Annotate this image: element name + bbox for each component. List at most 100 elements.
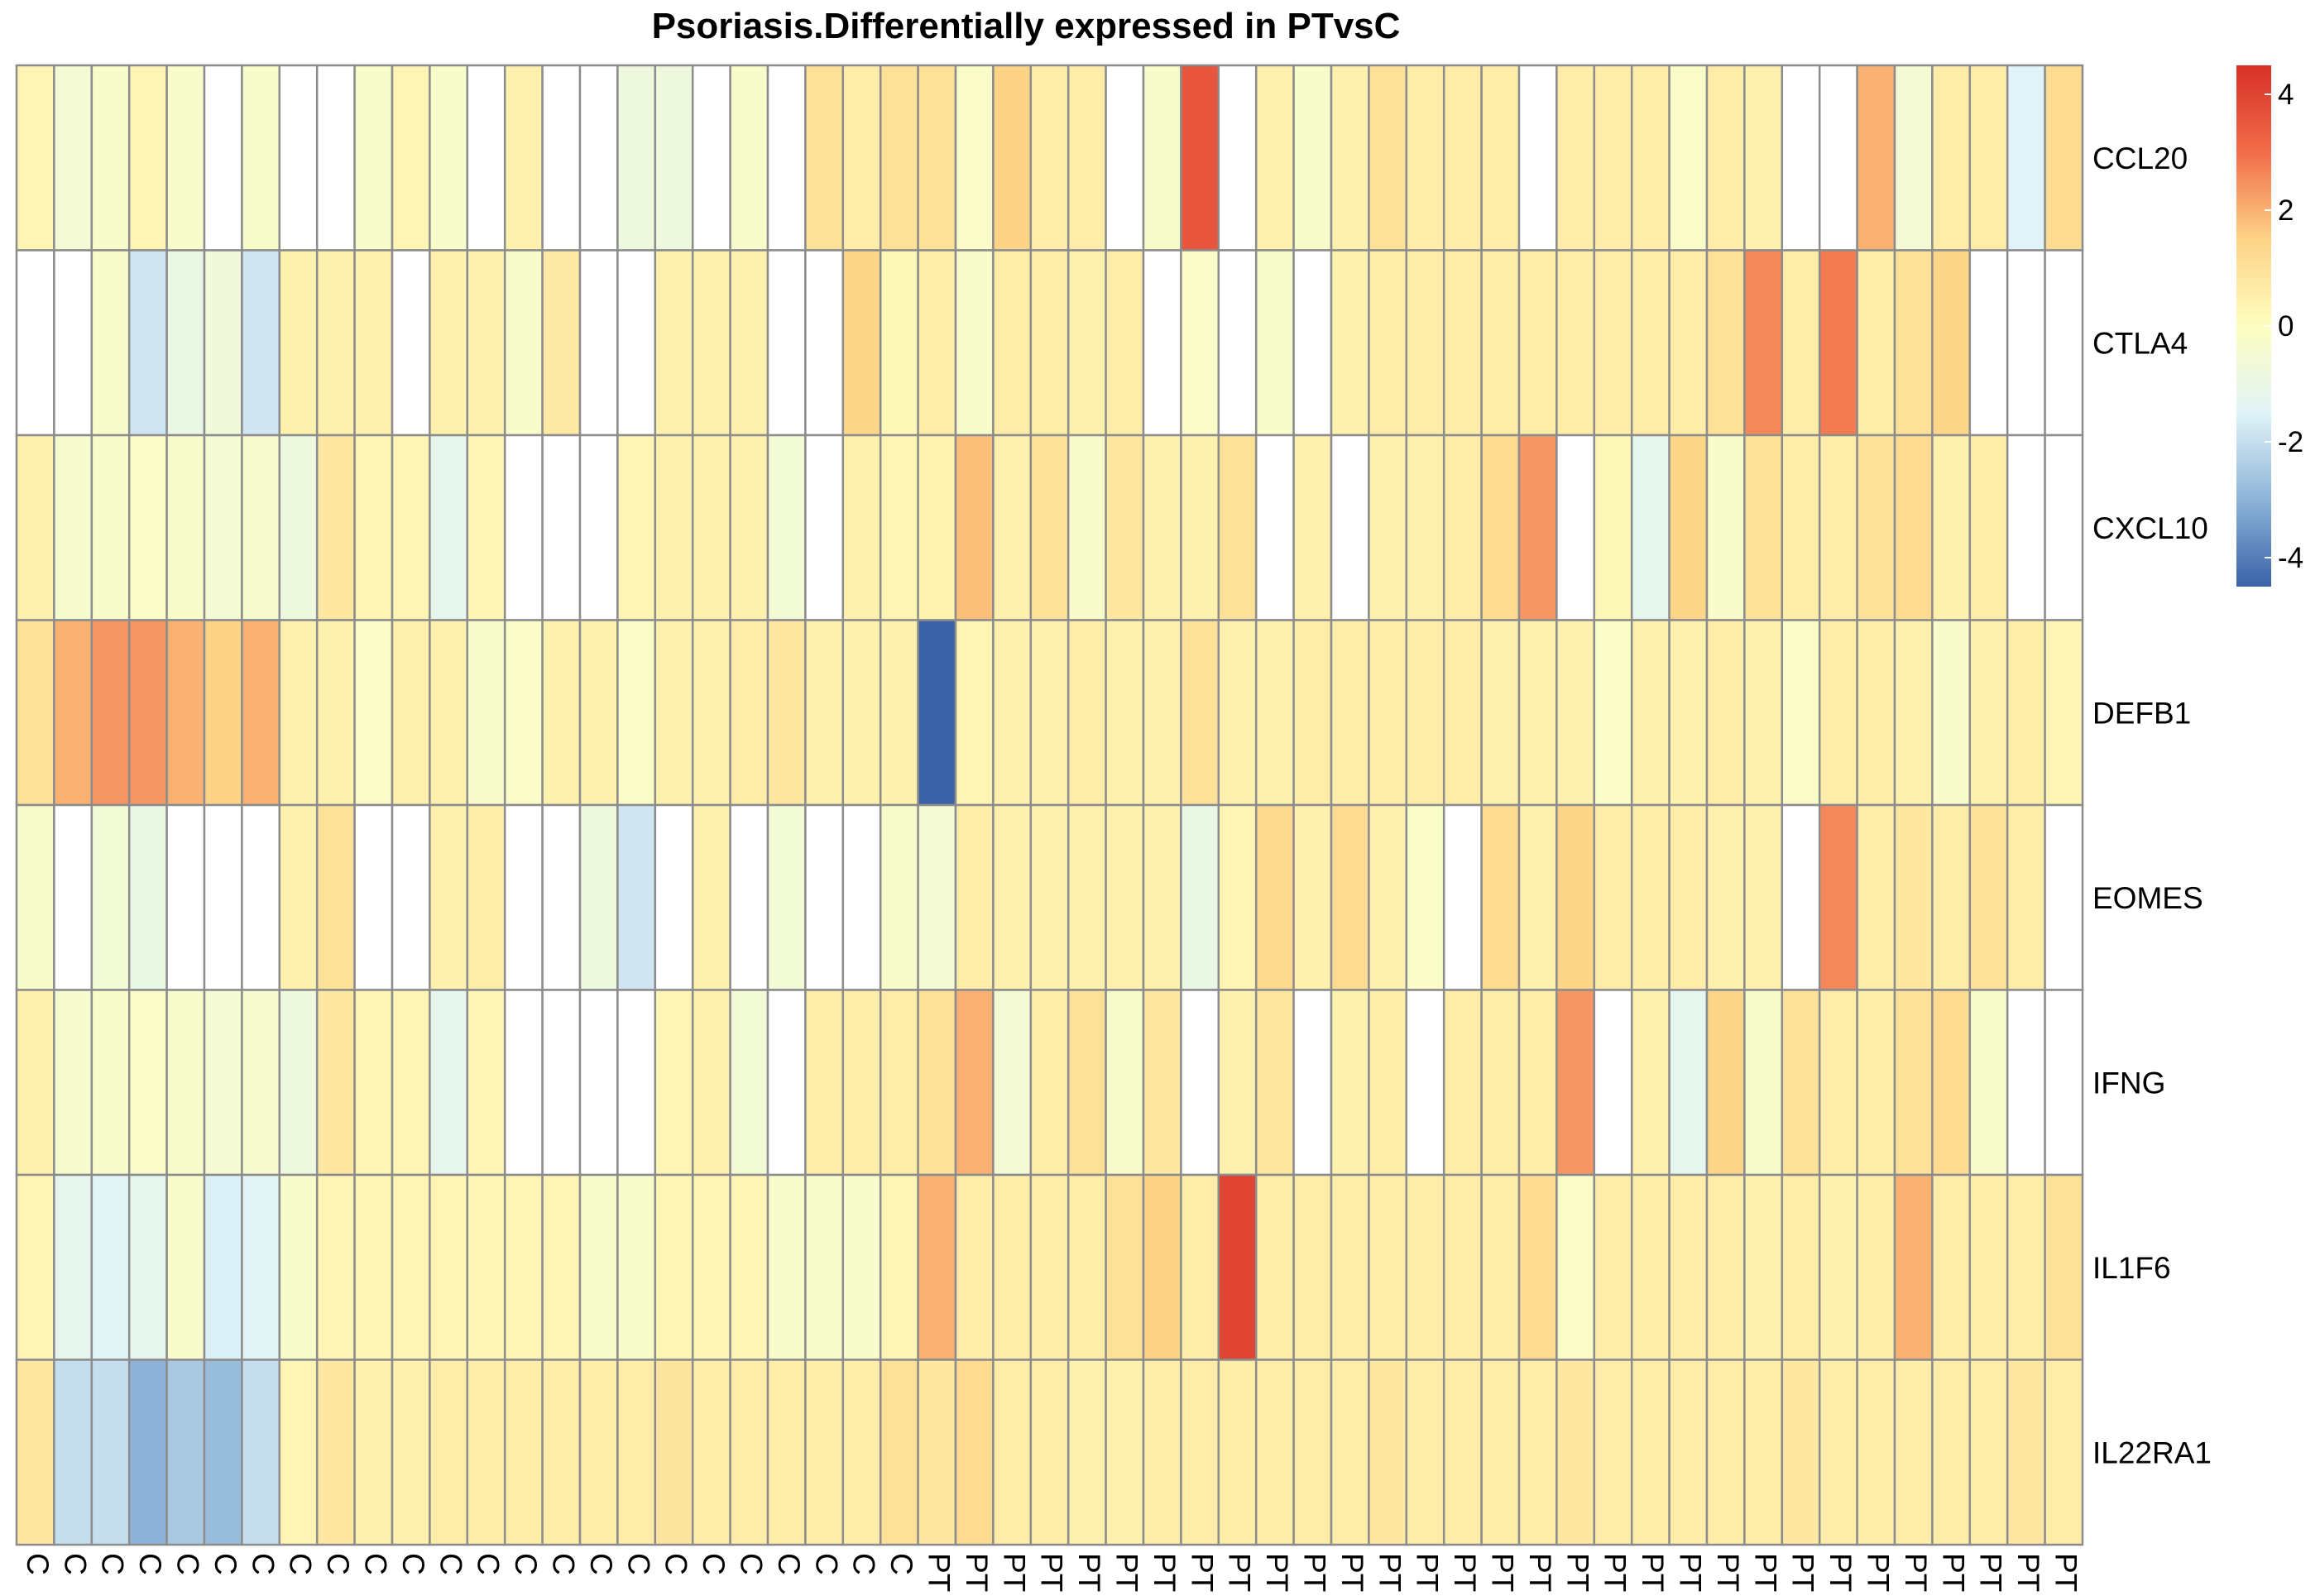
column-label-15: C <box>584 1553 618 1575</box>
heatmap-cell-CXCL10-29 <box>1105 434 1145 621</box>
column-label-50: PT <box>1899 1553 1933 1592</box>
heatmap-cell-CCL20-48 <box>1818 64 1858 252</box>
heatmap-cell-CCL20-37 <box>1405 64 1445 252</box>
heatmap-cell-CXCL10-1 <box>53 434 93 621</box>
heatmap-cell-CXCL10-24 <box>917 434 957 621</box>
row-labels: CCL20 CTLA4 CXCL10 DEFB1 EOMES IFNG IL1F6 IL22R… <box>2092 141 2212 1470</box>
heatmap-cell-IL1F6-48 <box>1818 1173 1858 1361</box>
heatmap-cell-IFNG-35 <box>1330 989 1370 1177</box>
heatmap-cell-CTLA4-31 <box>1180 249 1220 437</box>
heatmap-cell-EOMES-30 <box>1142 803 1182 991</box>
heatmap-cell-CCL20-52 <box>1968 64 2009 252</box>
heatmap-cell-IL1F6-19 <box>729 1173 769 1361</box>
heatmap-cell-IL22RA1-45 <box>1705 1359 1746 1546</box>
heatmap-cell-CTLA4-9 <box>353 249 394 437</box>
column-labels: C C C C C C C C C C C C C C C C C C C C C C C C PT PT PT PT PT PT PT PT… <box>21 1553 2083 1592</box>
column-label-8: C <box>321 1553 355 1575</box>
heatmap-cell-DEFB1-28 <box>1067 619 1107 807</box>
heatmap-cell-CCL20-21 <box>804 64 845 252</box>
heatmap-cell-CCL20-43 <box>1630 64 1670 252</box>
column-label-49: PT <box>1862 1553 1896 1592</box>
heatmap-cell-CXCL10-18 <box>691 434 731 621</box>
heatmap-cell-IL1F6-50 <box>1893 1173 1934 1361</box>
column-label-20: C <box>772 1553 806 1575</box>
heatmap-cell-CTLA4-53 <box>2006 249 2046 437</box>
heatmap-cell-IL22RA1-14 <box>541 1359 582 1546</box>
heatmap-cell-CTLA4-49 <box>1856 249 1896 437</box>
heatmap-cell-CXCL10-17 <box>654 434 694 621</box>
heatmap-cell-IFNG-41 <box>1555 989 1596 1177</box>
heatmap-cell-DEFB1-37 <box>1405 619 1445 807</box>
heatmap-cell-IFNG-34 <box>1292 989 1333 1177</box>
heatmap-cell-CXCL10-12 <box>466 434 506 621</box>
heatmap-cell-EOMES-29 <box>1105 803 1145 991</box>
heatmap-cell-IL1F6-47 <box>1781 1173 1821 1361</box>
heatmap-cell-IFNG-49 <box>1856 989 1896 1177</box>
heatmap-cell-DEFB1-26 <box>992 619 1033 807</box>
heatmap-cell-CTLA4-40 <box>1517 249 1558 437</box>
legend-tick-label-0: 4 <box>2278 79 2294 111</box>
heatmap-cell-IL22RA1-23 <box>879 1359 919 1546</box>
heatmap-cell-EOMES-54 <box>2044 803 2084 991</box>
heatmap-cell-CCL20-6 <box>241 64 281 252</box>
heatmap-cell-CTLA4-32 <box>1217 249 1258 437</box>
heatmap-cell-DEFB1-13 <box>503 619 544 807</box>
heatmap-cell-CXCL10-8 <box>315 434 356 621</box>
heatmap-cell-CTLA4-0 <box>15 249 55 437</box>
heatmap-cell-EOMES-39 <box>1480 803 1521 991</box>
heatmap-cell-CXCL10-15 <box>578 434 619 621</box>
heatmap-cell-IFNG-9 <box>353 989 394 1177</box>
heatmap-cell-IL1F6-13 <box>503 1173 544 1361</box>
heatmap-cell-CXCL10-49 <box>1856 434 1896 621</box>
heatmap-cell-IL1F6-49 <box>1856 1173 1896 1361</box>
heatmap-cell-IL1F6-12 <box>466 1173 506 1361</box>
heatmap-cell-CTLA4-6 <box>241 249 281 437</box>
heatmap-cell-CXCL10-22 <box>841 434 882 621</box>
heatmap-cell-IL22RA1-17 <box>654 1359 694 1546</box>
heatmap-cell-IL1F6-24 <box>917 1173 957 1361</box>
heatmap-cell-CTLA4-28 <box>1067 249 1107 437</box>
heatmap-cell-CXCL10-6 <box>241 434 281 621</box>
heatmap-cell-IL1F6-16 <box>616 1173 657 1361</box>
column-label-46: PT <box>1748 1553 1782 1592</box>
column-label-19: C <box>735 1553 769 1575</box>
heatmap-cell-IFNG-23 <box>879 989 919 1177</box>
heatmap-cell-EOMES-22 <box>841 803 882 991</box>
heatmap-cell-IL22RA1-33 <box>1254 1359 1295 1546</box>
heatmap-cell-IL1F6-53 <box>2006 1173 2046 1361</box>
heatmap-cell-IL22RA1-54 <box>2044 1359 2084 1546</box>
heatmap-cell-CXCL10-32 <box>1217 434 1258 621</box>
heatmap-cell-IL1F6-51 <box>1931 1173 1972 1361</box>
column-label-44: PT <box>1674 1553 1708 1592</box>
heatmap-cell-CCL20-12 <box>466 64 506 252</box>
heatmap-cell-DEFB1-27 <box>1029 619 1070 807</box>
column-label-27: PT <box>1035 1553 1069 1592</box>
heatmap-cell-DEFB1-43 <box>1630 619 1670 807</box>
heatmap-cell-CXCL10-44 <box>1668 434 1709 621</box>
heatmap-cell-EOMES-31 <box>1180 803 1220 991</box>
column-label-38: PT <box>1448 1553 1482 1592</box>
heatmap-cell-IL1F6-21 <box>804 1173 845 1361</box>
heatmap-cell-IL22RA1-43 <box>1630 1359 1670 1546</box>
heatmap-cell-IL1F6-29 <box>1105 1173 1145 1361</box>
heatmap-cell-IL1F6-35 <box>1330 1173 1370 1361</box>
heatmap-cell-DEFB1-23 <box>879 619 919 807</box>
heatmap-cell-IL1F6-26 <box>992 1173 1033 1361</box>
heatmap-cell-EOMES-15 <box>578 803 619 991</box>
heatmap-cell-CCL20-47 <box>1781 64 1821 252</box>
heatmap-cell-CCL20-42 <box>1593 64 1633 252</box>
heatmap-cell-DEFB1-45 <box>1705 619 1746 807</box>
heatmap-cell-CXCL10-26 <box>992 434 1033 621</box>
heatmap-cell-CTLA4-15 <box>578 249 619 437</box>
heatmap-cell-EOMES-9 <box>353 803 394 991</box>
heatmap-cell-CTLA4-51 <box>1931 249 1972 437</box>
heatmap-cell-CXCL10-34 <box>1292 434 1333 621</box>
heatmap-cell-IL1F6-34 <box>1292 1173 1333 1361</box>
heatmap-cell-CTLA4-38 <box>1442 249 1483 437</box>
heatmap-cell-DEFB1-35 <box>1330 619 1370 807</box>
heatmap-cell-CXCL10-37 <box>1405 434 1445 621</box>
heatmap-cell-DEFB1-29 <box>1105 619 1145 807</box>
heatmap-cell-DEFB1-25 <box>954 619 995 807</box>
column-label-39: PT <box>1486 1553 1520 1592</box>
